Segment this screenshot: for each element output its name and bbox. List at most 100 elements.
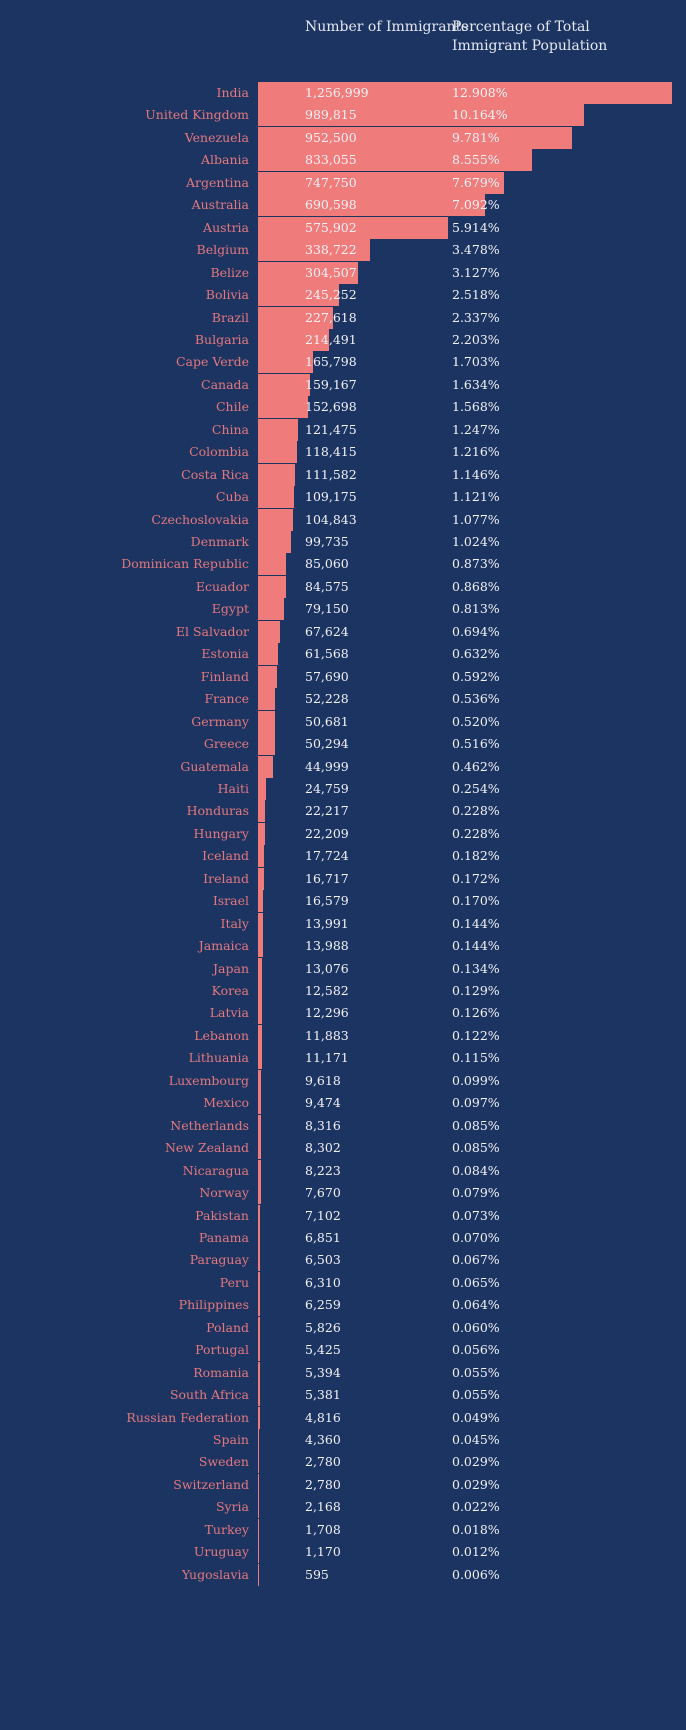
value-label: 214,491 bbox=[305, 331, 357, 347]
value-label: 4,816 bbox=[305, 1409, 341, 1425]
bar bbox=[258, 1339, 260, 1362]
bar bbox=[258, 216, 448, 239]
chart-row: South Africa 5,381 0.055% bbox=[0, 1384, 686, 1407]
value-label: 52,228 bbox=[305, 691, 349, 707]
value-label: 22,209 bbox=[305, 825, 349, 841]
percent-label: 7.679% bbox=[452, 174, 500, 190]
chart-row: Philippines 6,259 0.064% bbox=[0, 1294, 686, 1317]
chart-row: Mexico 9,474 0.097% bbox=[0, 1092, 686, 1115]
percent-label: 0.126% bbox=[452, 1005, 500, 1021]
chart-row: Latvia 12,296 0.126% bbox=[0, 1002, 686, 1025]
chart-row: Italy 13,991 0.144% bbox=[0, 912, 686, 936]
bar bbox=[258, 1114, 261, 1137]
percent-label: 0.172% bbox=[452, 870, 500, 886]
bar bbox=[258, 1159, 261, 1182]
country-label: Philippines bbox=[178, 1297, 249, 1313]
country-label: Argentina bbox=[186, 174, 249, 190]
bar bbox=[258, 890, 264, 913]
country-label: Hungary bbox=[193, 825, 250, 841]
value-label: 747,750 bbox=[305, 174, 357, 190]
bar bbox=[258, 1473, 259, 1496]
percent-label: 1.634% bbox=[452, 376, 500, 392]
chart-row: Albania 833,055 8.555% bbox=[0, 149, 686, 172]
percent-label: 0.144% bbox=[452, 938, 500, 954]
value-label: 5,381 bbox=[305, 1387, 341, 1403]
value-label: 2,168 bbox=[305, 1499, 341, 1515]
value-label: 67,624 bbox=[305, 623, 349, 639]
chart-row: India 1,256,999 12.908% bbox=[0, 82, 686, 105]
bar bbox=[258, 1069, 262, 1092]
percent-label: 9.781% bbox=[452, 129, 500, 145]
country-label: Israel bbox=[212, 893, 249, 909]
value-label: 989,815 bbox=[305, 107, 357, 123]
value-label: 12,582 bbox=[305, 983, 349, 998]
country-label: Chile bbox=[215, 399, 249, 415]
chart-row: Poland 5,826 0.060% bbox=[0, 1316, 686, 1340]
country-label: Ecuador bbox=[195, 578, 249, 594]
chart-row: Norway 7,670 0.079% bbox=[0, 1182, 686, 1205]
percent-label: 0.592% bbox=[452, 668, 500, 684]
bar bbox=[258, 710, 275, 733]
percent-label: 0.049% bbox=[452, 1409, 500, 1425]
chart-row: Lithuania 11,171 0.115% bbox=[0, 1047, 686, 1070]
chart-row: Ireland 16,717 0.172% bbox=[0, 867, 686, 891]
chart-row: France 52,228 0.536% bbox=[0, 688, 686, 711]
chart-row: Haiti 24,759 0.254% bbox=[0, 777, 686, 801]
percent-label: 5.914% bbox=[452, 219, 500, 235]
bar bbox=[258, 1406, 260, 1429]
country-label: Haiti bbox=[217, 780, 249, 796]
value-label: 575,902 bbox=[305, 219, 357, 235]
value-label: 159,167 bbox=[305, 376, 357, 392]
country-label: Pakistan bbox=[195, 1207, 249, 1223]
country-label: Czechoslovakia bbox=[151, 511, 249, 527]
bar bbox=[258, 755, 273, 778]
value-label: 99,735 bbox=[305, 534, 349, 549]
chart-row: Estonia 61,568 0.632% bbox=[0, 643, 686, 666]
percent-label: 1.024% bbox=[452, 534, 500, 549]
value-label: 118,415 bbox=[305, 444, 357, 460]
bar bbox=[258, 508, 293, 531]
chart-row: Nicaragua 8,223 0.084% bbox=[0, 1159, 686, 1183]
value-label: 952,500 bbox=[305, 129, 357, 145]
bar bbox=[258, 822, 266, 845]
chart-row: Lebanon 11,883 0.122% bbox=[0, 1024, 686, 1048]
value-label: 85,060 bbox=[305, 556, 349, 572]
percent-label: 0.029% bbox=[452, 1476, 500, 1492]
bar bbox=[258, 1047, 262, 1070]
chart-row: Chile 152,698 1.568% bbox=[0, 396, 686, 419]
value-label: 304,507 bbox=[305, 264, 357, 280]
chart-row: Cape Verde 165,798 1.703% bbox=[0, 351, 686, 374]
value-label: 16,717 bbox=[305, 870, 349, 886]
value-label: 2,780 bbox=[305, 1454, 341, 1470]
value-label: 11,883 bbox=[305, 1027, 349, 1043]
country-label: Belgium bbox=[196, 242, 249, 258]
chart-row: Australia 690,598 7.092% bbox=[0, 194, 686, 217]
bar bbox=[258, 441, 297, 464]
country-label: Estonia bbox=[201, 646, 249, 662]
country-label: Costa Rica bbox=[181, 466, 249, 482]
country-label: France bbox=[204, 691, 249, 707]
country-label: United Kingdom bbox=[145, 107, 249, 123]
country-label: Cuba bbox=[215, 489, 249, 505]
chart-row: Brazil 227,618 2.337% bbox=[0, 306, 686, 330]
chart-row: Paraguay 6,503 0.067% bbox=[0, 1249, 686, 1272]
bar bbox=[258, 1429, 260, 1451]
bar bbox=[258, 1541, 259, 1564]
bar bbox=[258, 486, 294, 509]
country-label: Paraguay bbox=[189, 1252, 249, 1268]
header-percentage: Percentage of Total Immigrant Population bbox=[452, 19, 608, 54]
country-label: Lebanon bbox=[194, 1027, 249, 1043]
bar bbox=[258, 463, 295, 486]
percent-label: 0.055% bbox=[452, 1387, 500, 1403]
value-label: 84,575 bbox=[305, 578, 349, 594]
country-label: India bbox=[216, 85, 249, 100]
value-label: 245,252 bbox=[305, 287, 357, 303]
country-label: Venezuela bbox=[184, 129, 249, 145]
value-label: 8,316 bbox=[305, 1117, 341, 1133]
bar bbox=[258, 328, 329, 351]
country-label: Denmark bbox=[190, 534, 249, 549]
bar bbox=[258, 1384, 260, 1407]
value-label: 6,259 bbox=[305, 1297, 341, 1313]
country-label: South Africa bbox=[169, 1387, 249, 1403]
country-label: Poland bbox=[206, 1319, 249, 1335]
